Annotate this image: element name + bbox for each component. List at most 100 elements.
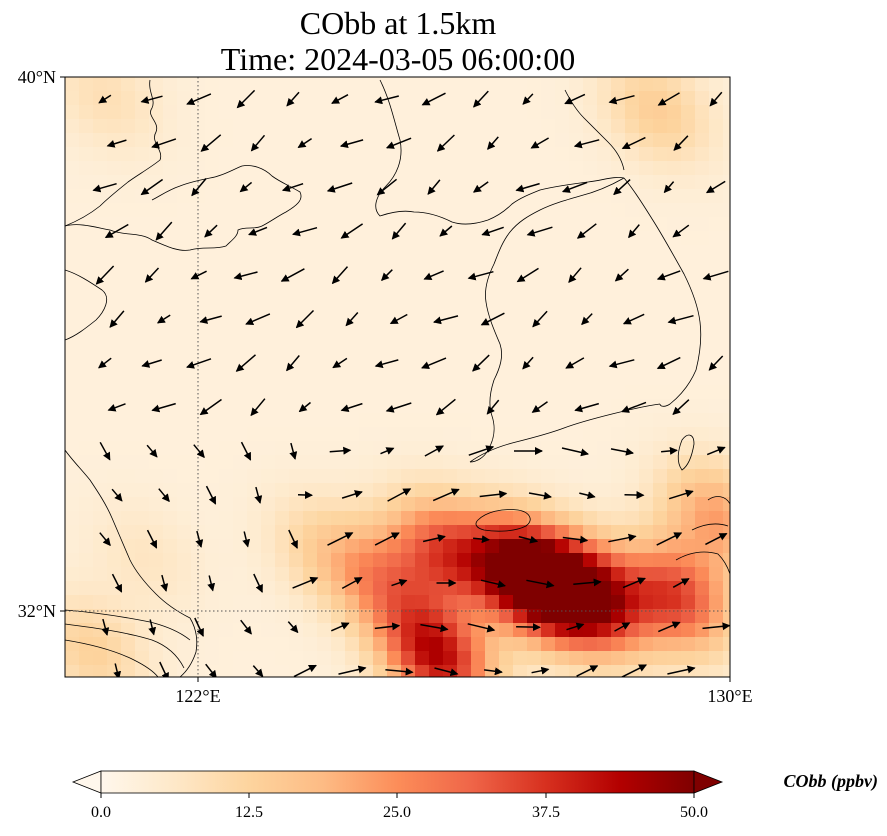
field-cell (681, 105, 696, 120)
field-cell (65, 385, 80, 400)
field-cell (135, 161, 150, 176)
field-cell (541, 273, 556, 288)
field-cell (107, 217, 122, 232)
field-cell (401, 273, 416, 288)
field-cell (681, 371, 696, 386)
field-cell (723, 357, 730, 372)
field-cell (723, 245, 730, 260)
field-cell (163, 357, 178, 372)
field-cell (639, 609, 654, 624)
field-cell (247, 651, 262, 666)
field-cell (93, 259, 108, 274)
field-cell (387, 203, 402, 218)
field-cell (597, 595, 612, 610)
field-cell (555, 511, 570, 526)
field-cell (373, 77, 388, 92)
field-cell (149, 581, 164, 596)
field-cell (569, 511, 584, 526)
field-cell (345, 637, 360, 652)
field-cell (303, 525, 318, 540)
field-cell (611, 665, 626, 677)
field-cell (695, 175, 710, 190)
field-cell (639, 525, 654, 540)
field-cell (233, 609, 248, 624)
field-cell (457, 91, 472, 106)
field-cell (373, 119, 388, 134)
field-cell (695, 609, 710, 624)
field-cell (331, 203, 346, 218)
field-cell (555, 539, 570, 554)
field-cell (709, 539, 724, 554)
field-cell (653, 469, 668, 484)
field-cell (653, 175, 668, 190)
field-cell (303, 455, 318, 470)
field-cell (639, 315, 654, 330)
field-cell (695, 567, 710, 582)
field-cell (247, 609, 262, 624)
field-cell (387, 259, 402, 274)
field-cell (499, 497, 514, 512)
field-cell (653, 455, 668, 470)
field-cell (121, 189, 136, 204)
field-cell (653, 217, 668, 232)
map-frame (64, 76, 731, 678)
field-cell (317, 287, 332, 302)
field-cell (653, 287, 668, 302)
field-cell (387, 623, 402, 638)
field-cell (317, 119, 332, 134)
field-cell (289, 77, 304, 92)
field-cell (93, 595, 108, 610)
field-cell (177, 651, 192, 666)
field-cell (485, 119, 500, 134)
field-cell (177, 77, 192, 92)
field-cell (429, 553, 444, 568)
wind-arrow (293, 664, 317, 677)
field-cell (583, 539, 598, 554)
field-cell (303, 553, 318, 568)
field-cell (681, 623, 696, 638)
field-cell (373, 469, 388, 484)
field-cell (555, 427, 570, 442)
field-cell (499, 357, 514, 372)
field-cell (485, 637, 500, 652)
wind-arrow (107, 403, 126, 412)
field-cell (289, 329, 304, 344)
field-cell (625, 553, 640, 568)
field-cell (135, 105, 150, 120)
field-cell (219, 175, 234, 190)
field-cell (709, 651, 724, 666)
field-cell (597, 497, 612, 512)
field-cell (429, 595, 444, 610)
field-cell (107, 553, 122, 568)
field-cell (261, 651, 276, 666)
field-cell (401, 385, 416, 400)
field-cell (639, 553, 654, 568)
field-cell (401, 343, 416, 358)
field-cell (597, 511, 612, 526)
field-cell (625, 301, 640, 316)
field-cell (387, 539, 402, 554)
field-cell (555, 665, 570, 677)
field-cell (163, 301, 178, 316)
field-cell (541, 343, 556, 358)
field-cell (93, 245, 108, 260)
field-cell (597, 413, 612, 428)
field-cell (485, 77, 500, 92)
field-cell (555, 413, 570, 428)
field-cell (317, 301, 332, 316)
field-cell (401, 147, 416, 162)
field-cell (149, 357, 164, 372)
field-cell (303, 637, 318, 652)
field-cell (695, 637, 710, 652)
field-cell (415, 651, 430, 666)
field-cell (457, 385, 472, 400)
field-cell (499, 609, 514, 624)
field-cell (541, 595, 556, 610)
field-cell (275, 581, 290, 596)
wind-arrow (667, 314, 694, 325)
field-cell (583, 609, 598, 624)
field-cell (219, 329, 234, 344)
field-cell (611, 539, 626, 554)
field-cell (387, 581, 402, 596)
field-cell (415, 637, 430, 652)
